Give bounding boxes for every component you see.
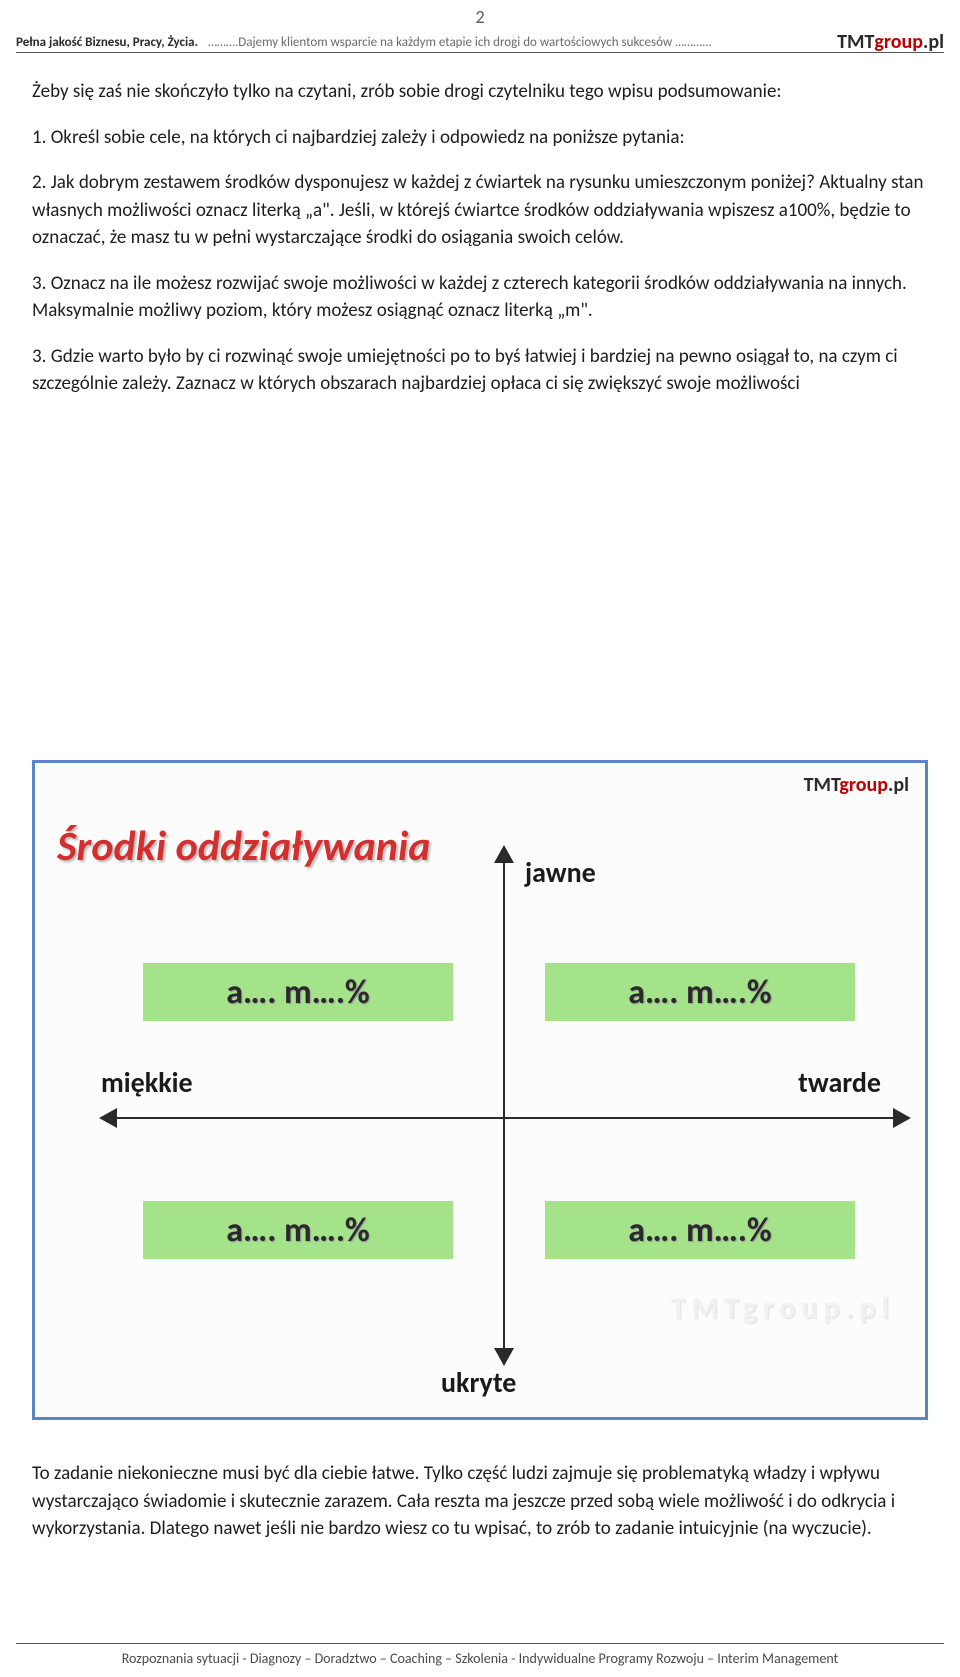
quadrant-box-bottom-right: a…. m….%	[545, 1201, 855, 1259]
diagram-title: Środki oddziaływania	[57, 821, 430, 872]
axis-label-bottom: ukryte	[441, 1365, 516, 1400]
diagram-logo-pl: .pl	[888, 773, 909, 797]
page-number: 2	[475, 6, 484, 28]
paragraph-step3: 3. Oznacz na ile możesz rozwijać swoje m…	[32, 270, 928, 325]
horizontal-axis	[115, 1117, 895, 1119]
quadrant-diagram: TMTgroup.pl Środki oddziaływania jawne u…	[32, 760, 928, 1420]
logo-part-tmt: TMT	[837, 30, 874, 54]
header-divider	[16, 52, 944, 53]
quadrant-box-bottom-left: a…. m….%	[143, 1201, 453, 1259]
vertical-axis	[503, 858, 505, 1353]
footer-services-line: Rozpoznania sytuacji - Diagnozy – Doradz…	[16, 1643, 944, 1667]
arrow-down-icon	[494, 1348, 514, 1366]
quadrant-box-top-left: a…. m….%	[143, 963, 453, 1021]
page-header: Pełna jakość Biznesu, Pracy, Życia. ……….…	[16, 30, 944, 54]
paragraph-step1: 1. Określ sobie cele, na których ci najb…	[32, 124, 928, 152]
axis-label-top: jawne	[525, 855, 596, 890]
diagram-watermark: TMTgroup.pl	[671, 1290, 895, 1327]
header-logo: TMTgroup.pl	[837, 30, 944, 54]
axis-label-right: twarde	[798, 1065, 881, 1100]
paragraph-step2: 2. Jak dobrym zestawem środków dysponuje…	[32, 169, 928, 252]
arrow-up-icon	[494, 845, 514, 863]
diagram-logo-group: group	[839, 773, 888, 797]
body-content: Żeby się zaś nie skończyło tylko na czyt…	[32, 78, 928, 416]
diagram-logo: TMTgroup.pl	[804, 773, 909, 797]
axis-label-left: miękkie	[101, 1065, 193, 1100]
paragraph-intro: Żeby się zaś nie skończyło tylko na czyt…	[32, 78, 928, 106]
header-middle-text: ……….Dajemy klientom wsparcie na każdym e…	[208, 35, 837, 50]
paragraph-step3b: 3. Gdzie warto było by ci rozwinąć swoje…	[32, 343, 928, 398]
arrow-left-icon	[99, 1108, 117, 1128]
header-left-text: Pełna jakość Biznesu, Pracy, Życia.	[16, 35, 198, 50]
footer-paragraph: To zadanie niekonieczne musi być dla cie…	[32, 1460, 928, 1543]
diagram-logo-tmt: TMT	[804, 773, 840, 797]
logo-part-pl: .pl	[923, 30, 944, 54]
arrow-right-icon	[893, 1108, 911, 1128]
quadrant-box-top-right: a…. m….%	[545, 963, 855, 1021]
logo-part-group: group	[874, 30, 923, 54]
